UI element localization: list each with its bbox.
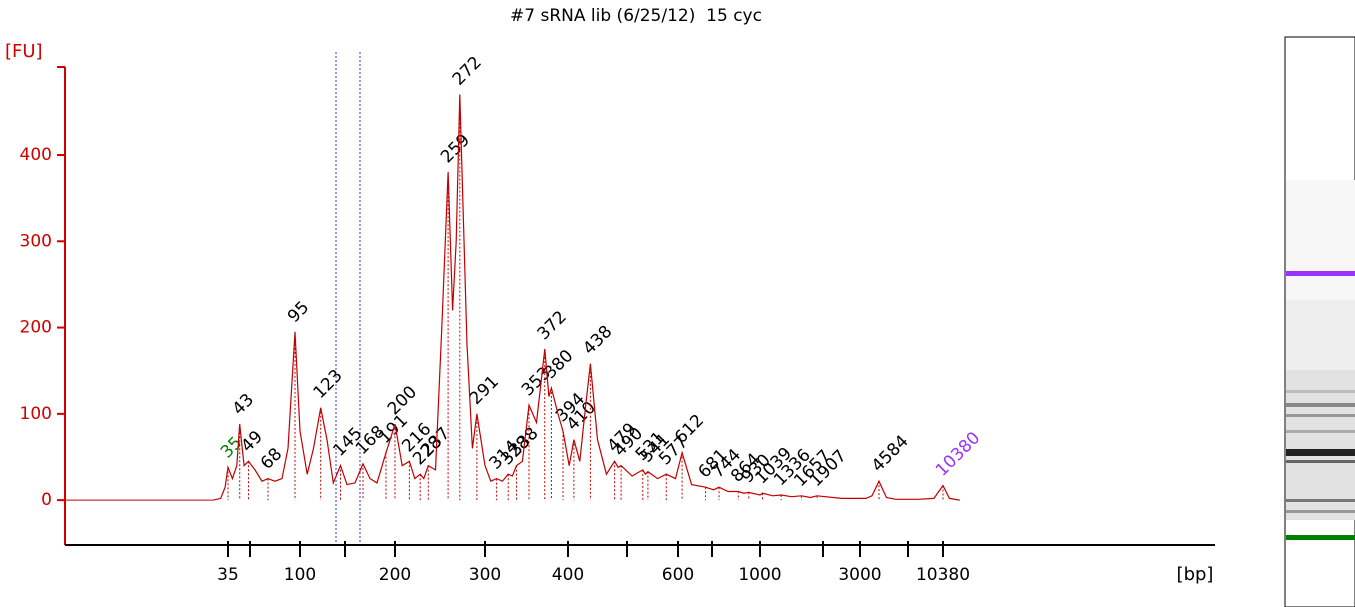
x-tick-label: 300 [469, 565, 501, 585]
peak-label: 43 [229, 390, 258, 419]
x-tick-label: 600 [662, 565, 694, 585]
gel-lane [1284, 36, 1355, 607]
gel-smear [1286, 300, 1355, 370]
gel-smear [1286, 370, 1355, 520]
y-tick-label: 200 [20, 318, 52, 338]
x-tick-label: 200 [379, 565, 411, 585]
gel-band [1286, 510, 1355, 513]
gel-band [1286, 414, 1355, 417]
gel-band [1286, 499, 1355, 502]
gel-band-lower-marker [1286, 535, 1355, 540]
x-tick-label: 35 [217, 565, 239, 585]
peak-label: 259 [437, 130, 474, 167]
peak-label: 272 [449, 53, 486, 90]
peak-label: 4584 [868, 431, 913, 476]
gel-band [1286, 460, 1355, 463]
peak-label: 372 [534, 307, 571, 344]
chart-title: #7 sRNA lib (6/25/12) 15 cyc [510, 6, 762, 26]
peak-label: 68 [257, 444, 286, 473]
y-axis-label: [FU] [5, 41, 43, 62]
gel-band [1286, 403, 1355, 407]
x-axis-label: [bp] [1177, 564, 1214, 585]
x-tick-label: 100 [284, 565, 316, 585]
peak-label: 95 [284, 298, 313, 327]
peak-label: 200 [384, 382, 421, 419]
peak-label: 123 [310, 366, 347, 403]
gel-band-upper-marker [1286, 271, 1355, 276]
peak-label: 291 [466, 372, 503, 409]
gel-smear [1286, 180, 1355, 300]
peak-label: 438 [579, 322, 616, 359]
peak-label: 10380 [932, 428, 984, 480]
gel-band [1286, 430, 1355, 433]
gel-band [1286, 449, 1355, 456]
y-tick-label: 0 [41, 490, 52, 510]
y-tick-label: 400 [20, 145, 52, 165]
y-tick-label: 100 [20, 404, 52, 424]
x-tick-label: 3000 [838, 565, 881, 585]
x-tick-label: 10380 [916, 565, 970, 585]
gel-band [1286, 390, 1355, 393]
x-tick-label: 1000 [738, 565, 781, 585]
trace [213, 94, 960, 501]
x-tick-label: 400 [552, 565, 584, 585]
y-tick-label: 300 [20, 231, 52, 251]
